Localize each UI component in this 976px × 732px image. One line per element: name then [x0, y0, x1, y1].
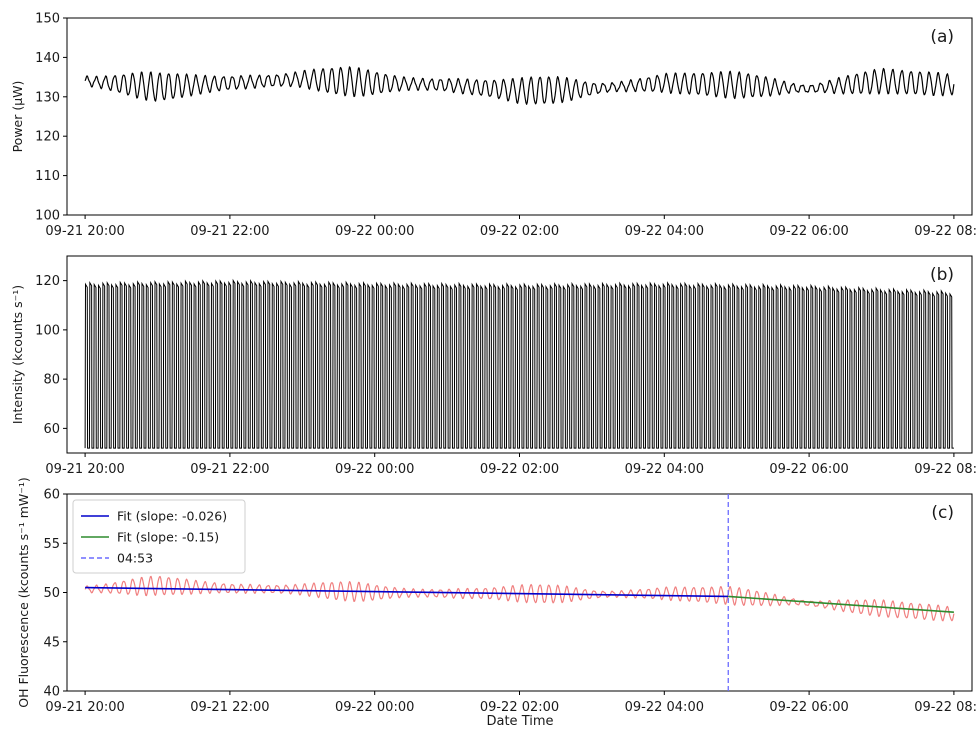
- x-tick-label: 09-21 20:00: [45, 462, 124, 477]
- x-tick-label: 09-22 00:00: [335, 462, 414, 477]
- y-tick-label: 40: [43, 685, 60, 700]
- x-tick-label: 09-22 06:00: [769, 224, 848, 239]
- x-tick-label: 09-21 20:00: [45, 224, 124, 239]
- y-tick-label: 130: [35, 90, 60, 105]
- x-tick-label: 09-22 02:00: [480, 462, 559, 477]
- legend-label: Fit (slope: -0.15): [117, 530, 219, 545]
- panel-b: 60 80 100 120 09-21 20:00 09-21 22:00 09-22 00…: [10, 255, 976, 477]
- x-tick-label: 09-22 08:00: [914, 462, 976, 477]
- y-axis-label: OH Fluorescence (kcounts s⁻¹ mW⁻¹): [16, 477, 31, 708]
- series-line: [84, 575, 955, 622]
- legend-box: [72, 499, 246, 574]
- x-tick-label: 09-21 22:00: [190, 700, 269, 715]
- x-tick-label: 09-22 02:00: [480, 224, 559, 239]
- panel-label: (a): [930, 27, 954, 47]
- y-tick-label: 110: [35, 169, 60, 184]
- legend-label: Fit (slope: -0.026): [117, 509, 227, 524]
- series-line: [84, 66, 955, 105]
- y-axis-label: Power (μW): [10, 81, 25, 153]
- y-tick-label: 60: [43, 488, 60, 503]
- x-tick-label: 09-22 00:00: [335, 224, 414, 239]
- x-tick-label: 09-22 02:00: [480, 700, 559, 715]
- y-tick-label: 120: [35, 130, 60, 145]
- x-tick-label: 09-22 06:00: [769, 462, 848, 477]
- plot-area: [84, 494, 955, 691]
- y-axis-label: Intensity (kcounts s⁻¹): [10, 285, 25, 424]
- fit-line: [728, 595, 954, 613]
- panel-c: 40 45 50 55 60 09-21 20:00 09-21 22:00 09-22 00…: [16, 477, 976, 715]
- x-tick-label: 09-22 08:00: [914, 700, 976, 715]
- x-tick-label: 09-22 04:00: [625, 700, 704, 715]
- axes-frame: [66, 17, 973, 216]
- x-tick-label: 09-21 20:00: [45, 700, 124, 715]
- x-tick-label: 09-21 22:00: [190, 224, 269, 239]
- x-tick-label: 09-22 08:00: [914, 224, 976, 239]
- x-tick-label: 09-22 04:00: [625, 224, 704, 239]
- fit-line: [85, 586, 729, 598]
- y-tick-label: 140: [35, 51, 60, 66]
- y-tick-label: 80: [43, 373, 60, 388]
- series-line: [84, 278, 954, 449]
- y-tick-label: 150: [35, 12, 60, 27]
- y-tick-label: 50: [43, 586, 60, 601]
- y-tick-label: 120: [35, 274, 60, 289]
- x-tick-label: 09-22 04:00: [625, 462, 704, 477]
- y-tick-label: 45: [43, 635, 60, 650]
- y-tick-label: 55: [43, 537, 60, 552]
- x-tick-label: 09-21 22:00: [190, 462, 269, 477]
- panel-label: (c): [931, 503, 954, 523]
- y-tick-label: 100: [35, 323, 60, 338]
- panel-label: (b): [930, 265, 954, 285]
- x-tick-label: 09-22 00:00: [335, 700, 414, 715]
- legend: Fit (slope: -0.026) Fit (slope: -0.15) 04:…: [72, 499, 246, 574]
- y-tick-label: 60: [43, 422, 60, 437]
- plot-area: [84, 278, 954, 449]
- plot-area: [84, 66, 955, 105]
- x-tick-label: 09-22 06:00: [769, 700, 848, 715]
- x-axis-label: Date Time: [486, 714, 553, 729]
- y-tick-label: 100: [35, 209, 60, 224]
- legend-label: 04:53: [117, 551, 153, 566]
- panel-a: 100 110 120 130 140 150 09-21 20:00 09-21 22:00…: [10, 12, 976, 240]
